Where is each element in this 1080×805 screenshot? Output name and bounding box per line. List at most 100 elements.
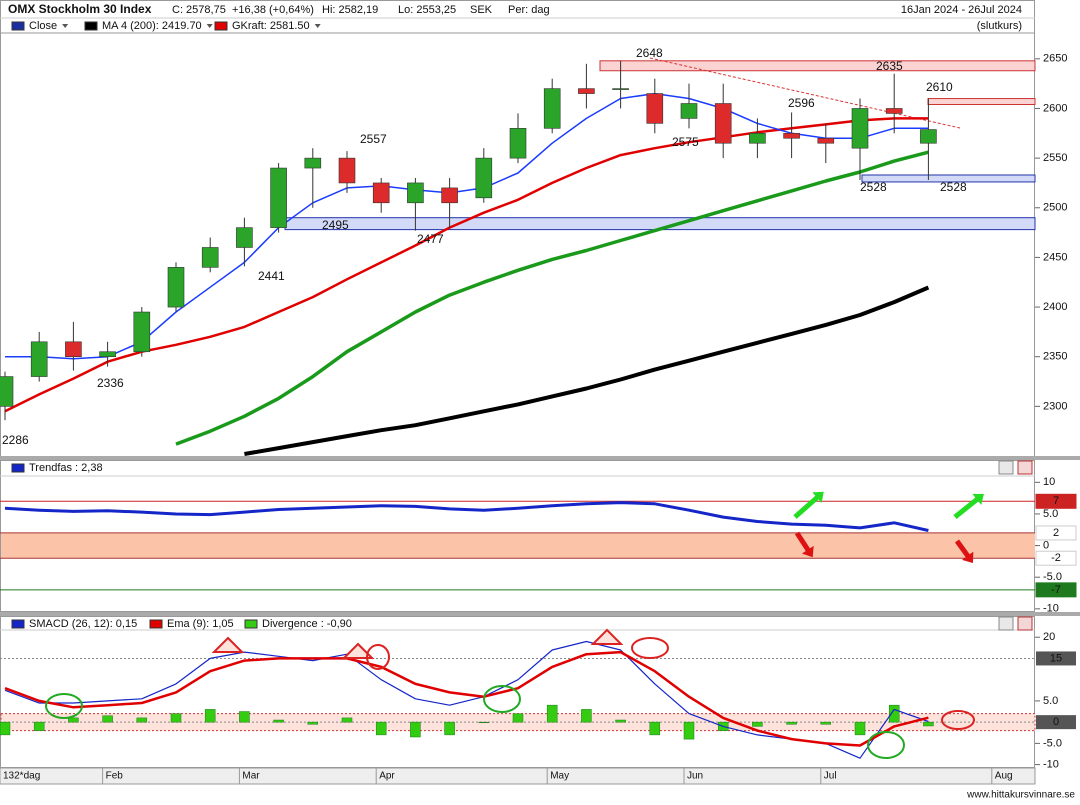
divergence-bar <box>581 709 592 723</box>
signal-circle <box>867 731 905 759</box>
level-box <box>1035 493 1077 509</box>
legend-dropdown <box>314 24 321 28</box>
candle-body <box>885 108 903 114</box>
x-tick-label: 132*dag <box>3 771 40 782</box>
price-annotation: 2528 <box>940 180 967 194</box>
price-info: Hi: 2582,19 <box>322 4 378 16</box>
legend-dropdown <box>206 24 213 28</box>
close-icon[interactable] <box>1017 460 1033 475</box>
divergence-bar <box>854 721 866 736</box>
divergence-bar <box>820 721 832 725</box>
divergence-bar <box>478 721 490 723</box>
divergence-bar <box>888 704 900 723</box>
price-info: Per: dag <box>508 4 550 16</box>
divergence-bar <box>752 721 763 727</box>
legend-label: Close <box>29 20 57 32</box>
x-tick-label: May <box>550 771 569 782</box>
y-tick-label: 0 <box>1043 539 1049 551</box>
level-box <box>1035 525 1077 541</box>
price-info: SEK <box>470 4 493 16</box>
panel-separator <box>0 612 1080 616</box>
y-tick-label: 20 <box>1043 631 1055 643</box>
line-series <box>4 117 929 413</box>
candle-body <box>646 93 664 124</box>
y-tick-label: 2300 <box>1043 400 1067 412</box>
candle-body <box>509 128 527 159</box>
legend-swatch <box>149 619 163 629</box>
candle-body <box>372 182 390 204</box>
divergence-bar <box>307 721 319 725</box>
divergence-bar <box>273 719 284 723</box>
candle-body <box>920 129 937 144</box>
candle-body <box>714 103 732 144</box>
signal-arrow-head <box>961 551 974 564</box>
candle-body <box>338 157 356 184</box>
price-info: C: 2578,75 <box>172 4 226 16</box>
level-box <box>1036 715 1076 730</box>
x-tick-label: Feb <box>106 771 124 782</box>
divergence-bar <box>444 721 455 736</box>
divergence-bar <box>786 721 797 725</box>
price-annotation: 2477 <box>417 232 444 246</box>
close-icon[interactable] <box>1017 616 1033 631</box>
y-tick-label: -5.0 <box>1043 737 1062 749</box>
legend-label: SMACD (26, 12): 0,15 <box>29 618 137 630</box>
divergence-bar <box>136 717 148 723</box>
legend-swatch <box>11 463 25 473</box>
signal-circle <box>366 644 390 670</box>
level-box <box>1035 582 1077 598</box>
x-tick-label: Apr <box>379 771 395 782</box>
divergence-bar <box>923 721 934 727</box>
candle-body <box>749 132 766 144</box>
y-tick-label: 2550 <box>1043 152 1067 164</box>
legend-swatch <box>11 21 25 31</box>
signal-arrow-head <box>972 493 984 505</box>
signal-triangle <box>590 628 624 645</box>
level-box <box>1035 550 1077 566</box>
legend-swatch <box>84 21 98 31</box>
price-annotation: 2336 <box>97 376 124 390</box>
signal-circle <box>631 637 669 659</box>
x-tick-label: Aug <box>995 771 1013 782</box>
candle-body <box>133 311 151 353</box>
candle-body <box>167 267 185 308</box>
legend-label: Divergence : -0,90 <box>262 618 352 630</box>
divergence-bar <box>239 711 250 723</box>
panel-icons <box>998 460 1033 631</box>
settings-icon[interactable] <box>998 616 1014 631</box>
line-series <box>5 92 929 360</box>
candle-body <box>236 227 253 248</box>
line-series <box>175 150 929 446</box>
legend-dropdown <box>62 24 69 28</box>
x-tick-label: Jun <box>687 771 703 782</box>
price-zone <box>861 174 1036 183</box>
price-annotation: 2648 <box>636 46 663 60</box>
line-series <box>244 285 930 456</box>
divergence-bar <box>0 721 11 736</box>
level-label: 15 <box>1050 652 1062 664</box>
y-tick-label: 2450 <box>1043 251 1067 263</box>
trend-line <box>649 57 961 129</box>
divergence-bar <box>410 721 421 738</box>
divergence-bar <box>546 704 558 723</box>
signal-arrow <box>793 493 822 519</box>
candle-body <box>680 103 698 119</box>
level-box <box>1036 651 1076 666</box>
divergence-bar <box>683 721 695 740</box>
y-tick-label: 5.0 <box>1043 695 1058 707</box>
level-label: -2 <box>1051 552 1061 564</box>
y-tick-label: -10 <box>1043 603 1059 615</box>
price-annotation: 2495 <box>322 218 349 232</box>
level-label: 0 <box>1053 716 1059 728</box>
date-range: 16Jan 2024 - 26Jul 2024 <box>901 4 1022 16</box>
signal-triangle <box>211 636 245 653</box>
trend-band <box>1 532 1035 559</box>
y-tick-label: 2400 <box>1043 301 1067 313</box>
settings-icon[interactable] <box>998 460 1014 475</box>
legend-label: Trendfas : 2,38 <box>29 462 103 474</box>
level-label: 7 <box>1053 495 1059 507</box>
y-tick-label: 2350 <box>1043 351 1067 363</box>
level-label: 2 <box>1053 527 1059 539</box>
candle-body <box>612 88 629 90</box>
